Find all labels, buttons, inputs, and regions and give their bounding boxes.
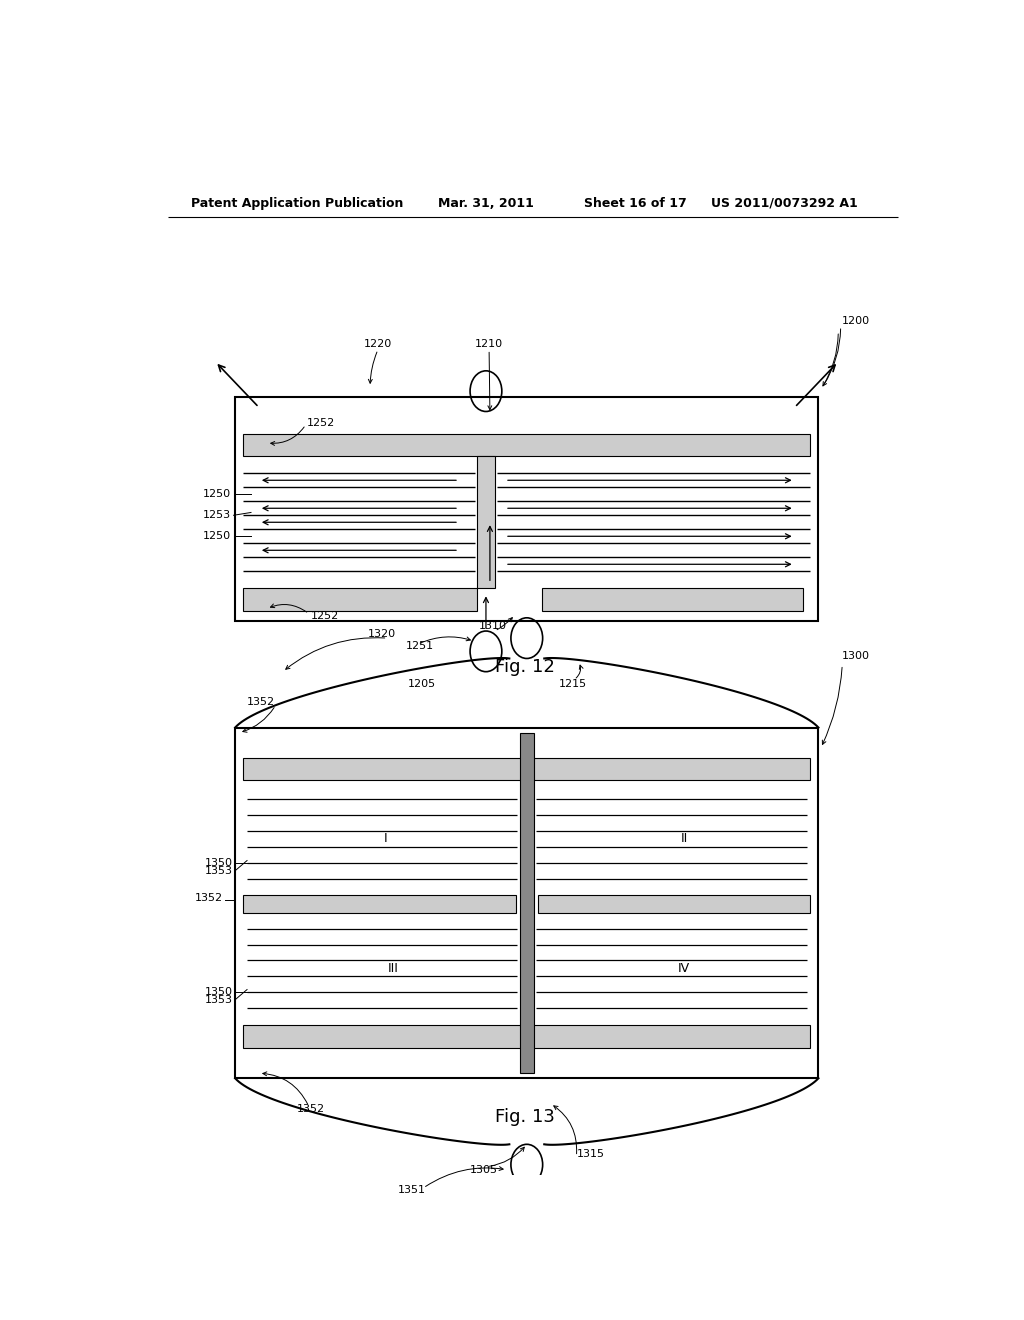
Text: US 2011/0073292 A1: US 2011/0073292 A1 bbox=[712, 197, 858, 210]
Text: 1351: 1351 bbox=[398, 1185, 426, 1195]
Bar bbox=[243, 434, 811, 457]
Text: Fig. 13: Fig. 13 bbox=[495, 1107, 555, 1126]
Text: III: III bbox=[388, 962, 398, 974]
Bar bbox=[243, 895, 516, 913]
Text: 1315: 1315 bbox=[577, 1150, 604, 1159]
Bar bbox=[236, 397, 818, 620]
Text: 1215: 1215 bbox=[558, 678, 587, 689]
Bar bbox=[543, 589, 803, 611]
Bar bbox=[236, 727, 818, 1078]
Text: 1352: 1352 bbox=[196, 892, 223, 903]
Text: 1251: 1251 bbox=[406, 642, 434, 651]
Bar bbox=[243, 758, 811, 780]
Text: 1205: 1205 bbox=[408, 678, 435, 689]
Text: 1320: 1320 bbox=[368, 630, 396, 639]
Text: 1305: 1305 bbox=[470, 1164, 498, 1175]
Text: 1250: 1250 bbox=[203, 531, 231, 541]
Text: 1220: 1220 bbox=[364, 339, 392, 350]
Text: Patent Application Publication: Patent Application Publication bbox=[191, 197, 403, 210]
Text: Sheet 16 of 17: Sheet 16 of 17 bbox=[585, 197, 687, 210]
Text: 1350: 1350 bbox=[205, 987, 232, 997]
Text: 1210: 1210 bbox=[475, 339, 503, 350]
Bar bbox=[519, 733, 534, 1073]
Bar bbox=[538, 895, 810, 913]
Text: 1300: 1300 bbox=[842, 652, 870, 661]
Text: 1253: 1253 bbox=[203, 511, 231, 520]
Text: 1252: 1252 bbox=[306, 417, 335, 428]
Text: 1352: 1352 bbox=[247, 697, 274, 708]
Text: II: II bbox=[681, 832, 688, 845]
Text: IV: IV bbox=[678, 962, 690, 974]
Text: 1352: 1352 bbox=[297, 1104, 325, 1114]
Bar bbox=[477, 457, 495, 589]
Text: 1353: 1353 bbox=[205, 995, 232, 1005]
Text: 1252: 1252 bbox=[310, 611, 339, 620]
Text: 1310: 1310 bbox=[479, 620, 507, 631]
Bar bbox=[243, 1026, 811, 1048]
Text: I: I bbox=[384, 832, 387, 845]
Text: 1250: 1250 bbox=[203, 490, 231, 499]
Text: Fig. 12: Fig. 12 bbox=[495, 657, 555, 676]
Text: Mar. 31, 2011: Mar. 31, 2011 bbox=[437, 197, 534, 210]
Text: 1350: 1350 bbox=[205, 858, 232, 867]
Text: 1353: 1353 bbox=[205, 866, 232, 875]
Bar bbox=[243, 589, 477, 611]
Text: 1200: 1200 bbox=[842, 315, 870, 326]
